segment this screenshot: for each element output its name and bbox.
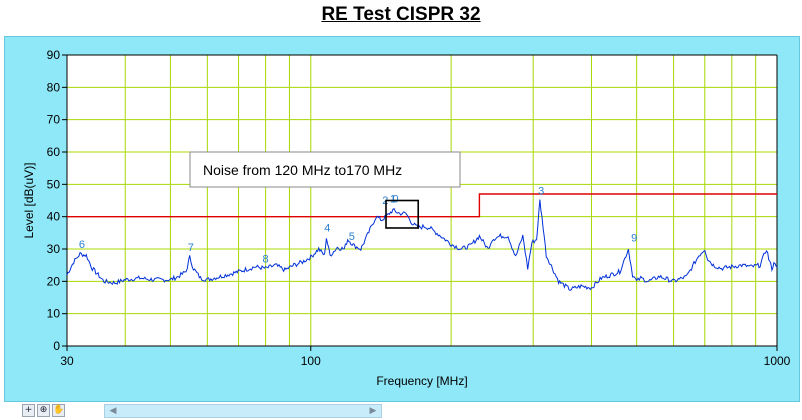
y-tick-label: 10 bbox=[47, 307, 61, 321]
zoom-icon[interactable]: ⊕ bbox=[37, 404, 50, 417]
x-tick-label: 30 bbox=[60, 354, 74, 368]
marker-label: 0 bbox=[392, 194, 398, 206]
y-axis-ticks: 0 10 20 30 40 50 60 70 80 90 bbox=[47, 48, 67, 353]
annotation-box bbox=[189, 151, 461, 188]
marker-label: 5 bbox=[349, 231, 355, 243]
chart-title: RE Test CISPR 32 bbox=[321, 4, 481, 25]
y-tick-label: 90 bbox=[47, 48, 61, 62]
x-tick-label: 100 bbox=[301, 354, 321, 368]
scroll-right-button[interactable]: ▶ bbox=[369, 406, 377, 416]
y-tick-label: 60 bbox=[47, 145, 61, 159]
marker-label: 3 bbox=[538, 186, 544, 198]
marker-label: 4 bbox=[324, 223, 330, 235]
pan-hand-icon[interactable]: ✋ bbox=[52, 404, 65, 417]
x-tick-label: 1000 bbox=[764, 354, 791, 368]
marker-label: 6 bbox=[79, 239, 85, 251]
annotation-text: Noise from 120 MHz to170 MHz bbox=[203, 162, 402, 178]
plot-area bbox=[67, 55, 777, 346]
horizontal-scrollbar[interactable]: ◀ ▶ bbox=[104, 404, 382, 418]
x-axis-ticks: 30 100 1000 bbox=[60, 346, 791, 368]
marker-label: 9 bbox=[631, 232, 637, 244]
y-tick-label: 20 bbox=[47, 274, 61, 288]
y-tick-label: 70 bbox=[47, 113, 61, 127]
y-tick-label: 80 bbox=[47, 80, 61, 94]
scroll-left-button[interactable]: ◀ bbox=[109, 406, 117, 416]
x-axis-label: Frequency [MHz] bbox=[376, 374, 467, 388]
marker-label: 7 bbox=[188, 242, 194, 254]
emission-trace bbox=[66, 199, 778, 291]
crosshair-icon[interactable]: + bbox=[22, 404, 35, 417]
marker-label: 1 bbox=[390, 194, 396, 206]
marker-label: 8 bbox=[263, 253, 269, 265]
y-tick-label: 30 bbox=[47, 242, 61, 256]
y-axis-label: Level [dB(uV)] bbox=[22, 162, 36, 238]
y-tick-label: 50 bbox=[47, 177, 61, 191]
limit-line bbox=[67, 193, 777, 218]
graph-toolbar: + ⊕ ✋ ◀ ▶ bbox=[0, 403, 802, 420]
noise-highlight-box bbox=[385, 199, 420, 229]
grid-lines bbox=[66, 54, 778, 347]
y-tick-label: 40 bbox=[47, 210, 61, 224]
y-tick-label: 0 bbox=[53, 339, 60, 353]
